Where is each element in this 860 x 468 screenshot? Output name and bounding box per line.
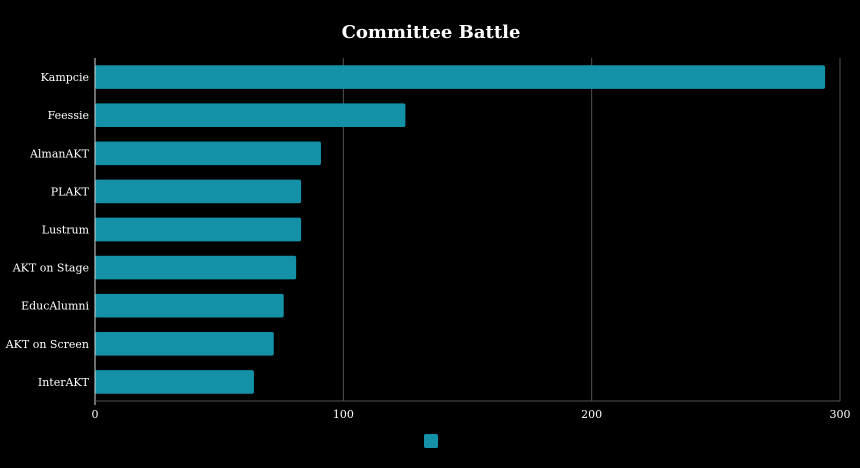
axes: [94, 58, 840, 405]
category-label: Feessie: [48, 109, 89, 122]
bar-7[interactable]: [95, 332, 274, 356]
x-tick-label: 100: [333, 408, 354, 421]
category-label: Kampcie: [41, 71, 89, 84]
chart-title: Committee Battle: [342, 22, 521, 43]
category-label: AKT on Stage: [12, 262, 89, 275]
category-label: EducAlumni: [21, 300, 89, 313]
category-label: PLAKT: [51, 185, 90, 198]
bar-8[interactable]: [95, 370, 254, 394]
legend[interactable]: [424, 434, 438, 448]
bar-0[interactable]: [95, 65, 826, 89]
category-label: AlmanAKT: [29, 147, 90, 160]
bar-5[interactable]: [95, 255, 297, 280]
x-tick-labels: 0 100 200 300: [92, 408, 851, 421]
legend-swatch[interactable]: [424, 434, 438, 448]
bars: [95, 65, 826, 394]
x-tick-label: 0: [92, 408, 99, 421]
x-tick-label: 200: [581, 408, 602, 421]
bar-4[interactable]: [95, 217, 302, 242]
category-label: Lustrum: [42, 224, 90, 237]
x-tick-label: 300: [830, 408, 851, 421]
bar-2[interactable]: [95, 141, 321, 166]
bar-1[interactable]: [95, 103, 406, 127]
category-labels: Kampcie Feessie AlmanAKT PLAKT Lustrum AKT on…: [5, 71, 90, 389]
category-label: InterAKT: [38, 376, 90, 389]
grid-lines: [342, 58, 841, 401]
bar-3[interactable]: [95, 179, 302, 204]
category-label: AKT on Screen: [5, 338, 89, 351]
bar-6[interactable]: [95, 293, 284, 318]
